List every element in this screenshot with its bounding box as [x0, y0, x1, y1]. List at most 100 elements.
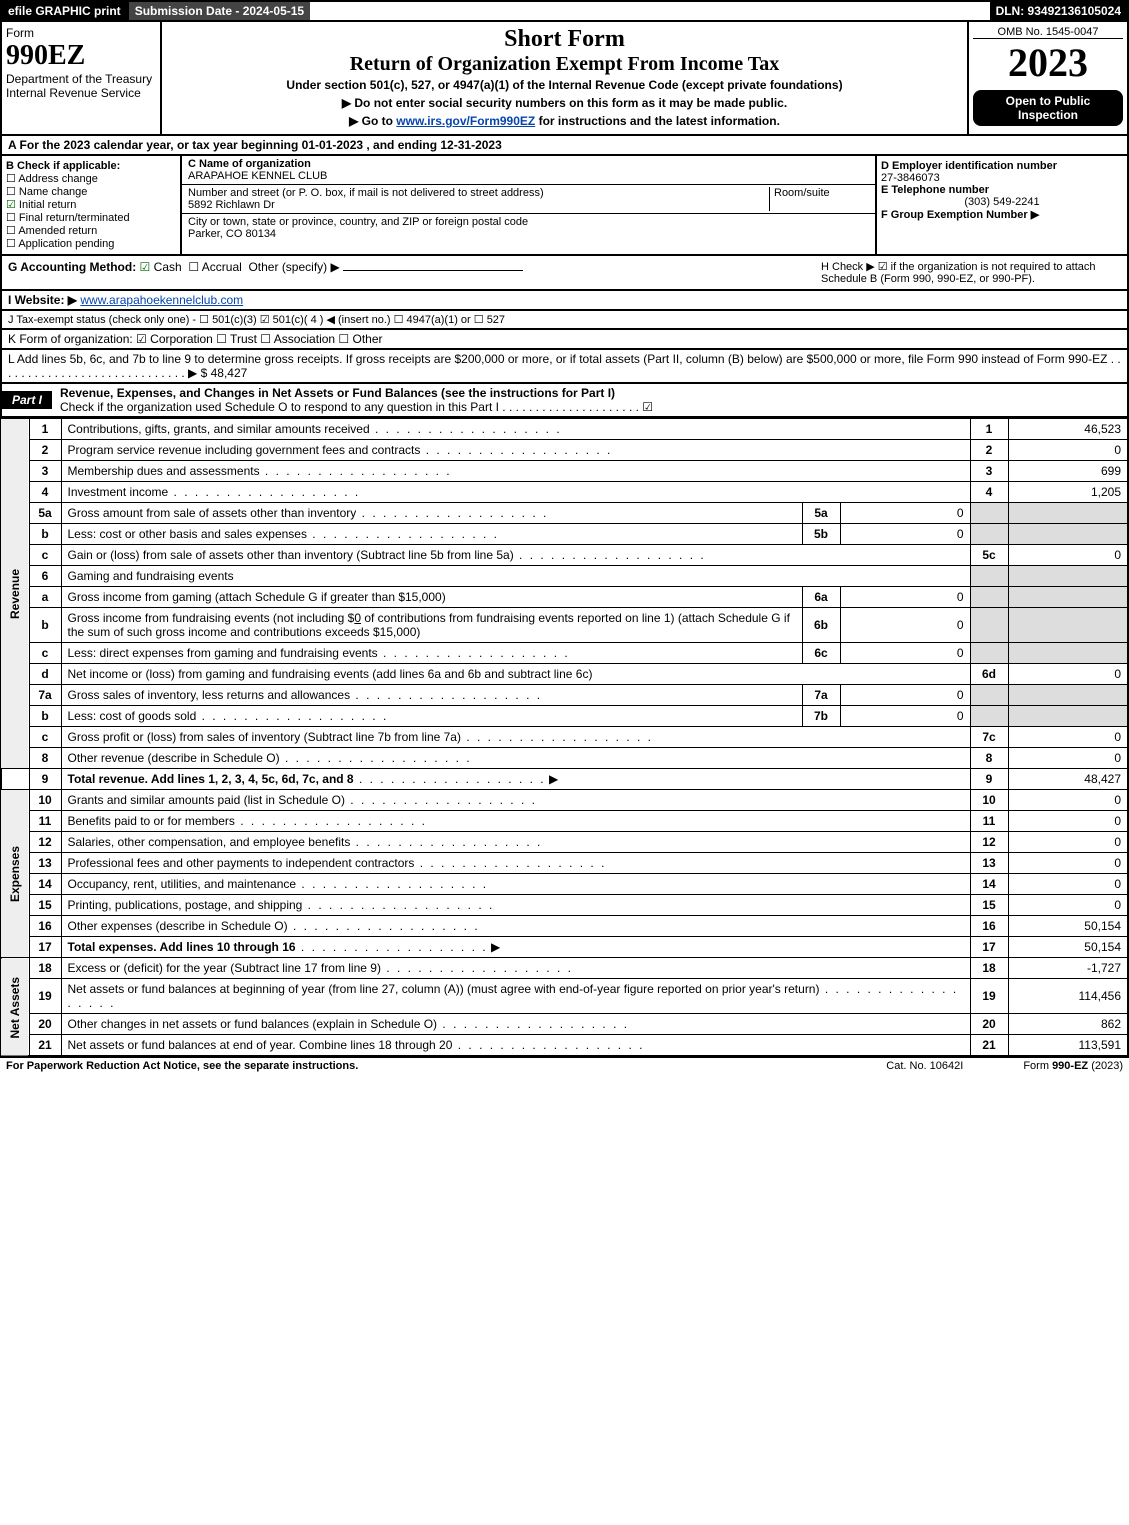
ein: 27-3846073 — [881, 172, 940, 184]
street-cell: Number and street (or P. O. box, if mail… — [182, 185, 875, 214]
line-amount: 0 — [1008, 727, 1128, 748]
netassets-side: Net Assets — [1, 958, 29, 1057]
header-right: OMB No. 1545-0047 2023 Open to Public In… — [967, 22, 1127, 134]
ein-label: D Employer identification number — [881, 160, 1057, 172]
line-box: 13 — [970, 853, 1008, 874]
form-number: 990EZ — [6, 40, 156, 72]
line-num: 20 — [29, 1014, 61, 1035]
line-desc: Gross profit or (loss) from sales of inv… — [61, 727, 970, 748]
line-num: 1 — [29, 419, 61, 440]
line-num: 12 — [29, 832, 61, 853]
city-label: City or town, state or province, country… — [188, 216, 528, 228]
line-desc: Membership dues and assessments — [61, 461, 970, 482]
line-desc: Contributions, gifts, grants, and simila… — [61, 419, 970, 440]
line-amount: 0 — [1008, 748, 1128, 769]
line-num: 19 — [29, 979, 61, 1014]
line-desc: Occupancy, rent, utilities, and maintena… — [61, 874, 970, 895]
line-num: 21 — [29, 1035, 61, 1057]
top-bar: efile GRAPHIC print Submission Date - 20… — [0, 0, 1129, 22]
line-num: 6 — [29, 566, 61, 587]
line-amount: 113,591 — [1008, 1035, 1128, 1057]
line-num: 4 — [29, 482, 61, 503]
org-name-cell: C Name of organization ARAPAHOE KENNEL C… — [182, 156, 875, 185]
grey-amt — [1008, 685, 1128, 706]
chk-cash[interactable]: ☑ — [140, 260, 151, 274]
sub-box: 5a — [802, 503, 840, 524]
chk-amended[interactable]: ☐ Amended return — [6, 224, 176, 237]
line-amount: 1,205 — [1008, 482, 1128, 503]
line-box: 2 — [970, 440, 1008, 461]
sub-amount: 0 — [840, 685, 970, 706]
line-desc: Gross income from fundraising events (no… — [61, 608, 802, 643]
section-k: K Form of organization: ☑ Corporation ☐ … — [0, 330, 1129, 350]
section-b: B Check if applicable: ☐ Address change … — [2, 156, 182, 254]
efile-label[interactable]: efile GRAPHIC print — [2, 2, 127, 20]
line-box: 18 — [970, 958, 1008, 979]
section-j: J Tax-exempt status (check only one) - ☐… — [0, 311, 1129, 330]
line-box: 10 — [970, 790, 1008, 811]
line-amount: 0 — [1008, 440, 1128, 461]
sub-box: 6c — [802, 643, 840, 664]
line-desc: Net assets or fund balances at end of ye… — [61, 1035, 970, 1057]
dept-label: Department of the Treasury — [6, 72, 156, 86]
sub-amount: 0 — [840, 608, 970, 643]
line-amount: 50,154 — [1008, 916, 1128, 937]
line-amount: 0 — [1008, 832, 1128, 853]
chk-final[interactable]: ☐ Final return/terminated — [6, 211, 176, 224]
chk-address[interactable]: ☐ Address change — [6, 172, 176, 185]
cash-label: Cash — [154, 260, 182, 274]
short-form-title: Short Form — [166, 26, 963, 53]
sub-box: 7a — [802, 685, 840, 706]
goto-link[interactable]: www.irs.gov/Form990EZ — [396, 114, 535, 128]
line-desc: Grants and similar amounts paid (list in… — [61, 790, 970, 811]
line-amount: 0 — [1008, 895, 1128, 916]
grey-box — [970, 524, 1008, 545]
line-desc: Gross sales of inventory, less returns a… — [61, 685, 802, 706]
line-box: 20 — [970, 1014, 1008, 1035]
dln-label: DLN: 93492136105024 — [990, 2, 1127, 20]
line-num: 16 — [29, 916, 61, 937]
section-a: A For the 2023 calendar year, or tax yea… — [0, 136, 1129, 156]
form-label: Form — [6, 26, 156, 40]
line-desc: Less: cost or other basis and sales expe… — [61, 524, 802, 545]
chk-name[interactable]: ☐ Name change — [6, 185, 176, 198]
line-desc: Printing, publications, postage, and shi… — [61, 895, 970, 916]
line-amount: 46,523 — [1008, 419, 1128, 440]
submission-date: Submission Date - 2024-05-15 — [127, 2, 310, 20]
line-box: 21 — [970, 1035, 1008, 1057]
line-box: 12 — [970, 832, 1008, 853]
open-public[interactable]: Open to Public Inspection — [973, 90, 1123, 126]
line-num: 7a — [29, 685, 61, 706]
l-amount: 48,427 — [211, 366, 248, 380]
grey-box — [970, 685, 1008, 706]
line-num: 15 — [29, 895, 61, 916]
grey-amt — [1008, 643, 1128, 664]
c-name-label: C Name of organization — [188, 158, 311, 170]
footer-paperwork: For Paperwork Reduction Act Notice, see … — [6, 1060, 886, 1072]
footer: For Paperwork Reduction Act Notice, see … — [0, 1057, 1129, 1074]
sub-box: 5b — [802, 524, 840, 545]
section-c: C Name of organization ARAPAHOE KENNEL C… — [182, 156, 877, 254]
line-box: 19 — [970, 979, 1008, 1014]
line-amount: -1,727 — [1008, 958, 1128, 979]
line-amount: 0 — [1008, 874, 1128, 895]
goto-prefix: ▶ Go to — [349, 114, 396, 128]
line-box: 17 — [970, 937, 1008, 958]
line-num: a — [29, 587, 61, 608]
part-i-check: Check if the organization used Schedule … — [60, 400, 653, 414]
website-link[interactable]: www.arapahoekennelclub.com — [80, 293, 243, 307]
line-box: 1 — [970, 419, 1008, 440]
part-i-header: Part I Revenue, Expenses, and Changes in… — [0, 384, 1129, 418]
line-desc: Gain or (loss) from sale of assets other… — [61, 545, 970, 566]
sub-amount: 0 — [840, 643, 970, 664]
grey-amt — [1008, 566, 1128, 587]
chk-initial[interactable]: ☑ Initial return — [6, 198, 176, 211]
line-desc: Gross income from gaming (attach Schedul… — [61, 587, 802, 608]
irs-label: Internal Revenue Service — [6, 86, 156, 100]
grey-box — [970, 587, 1008, 608]
line-box: 16 — [970, 916, 1008, 937]
line-box: 11 — [970, 811, 1008, 832]
line-num: 5a — [29, 503, 61, 524]
chk-pending[interactable]: ☐ Application pending — [6, 237, 176, 250]
line-desc: Professional fees and other payments to … — [61, 853, 970, 874]
